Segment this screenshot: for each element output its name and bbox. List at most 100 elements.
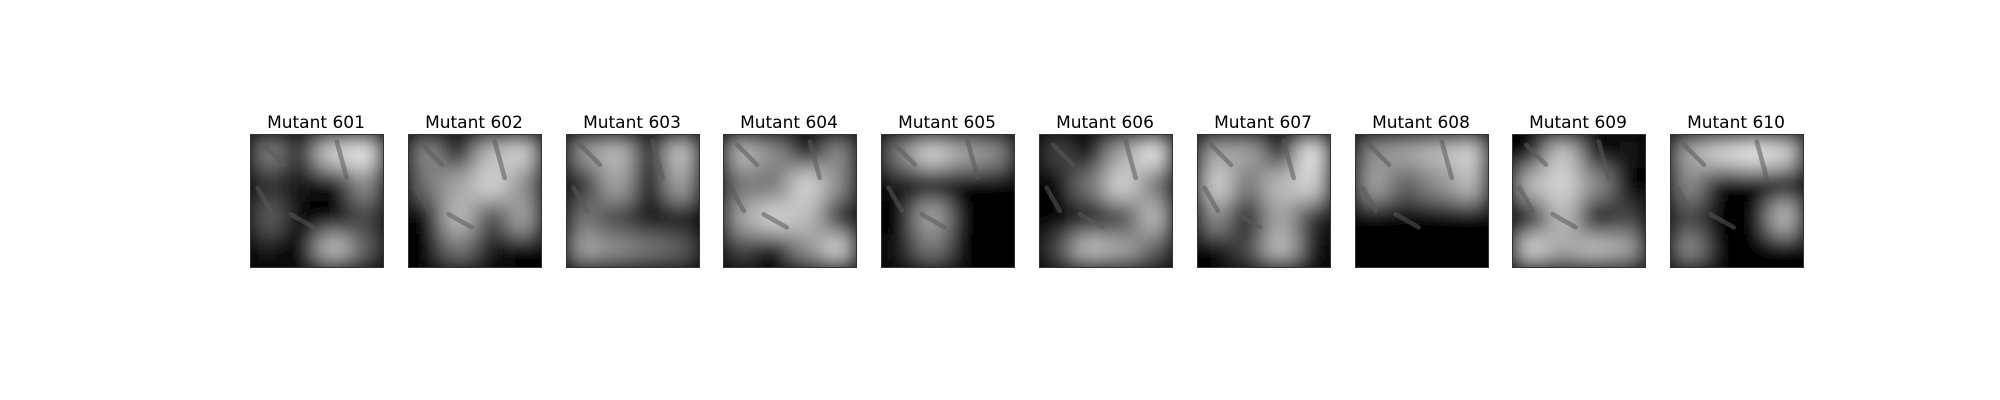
mutant-panel: Mutant 607 bbox=[1196, 112, 1331, 268]
intensity-tile bbox=[567, 234, 600, 267]
intensity-tile bbox=[1737, 234, 1770, 267]
panel-title: Mutant 601 bbox=[267, 113, 365, 133]
cell-streak bbox=[892, 142, 918, 168]
intensity-tile bbox=[1513, 135, 1546, 168]
panel-title: Mutant 603 bbox=[583, 113, 681, 133]
intensity-tile bbox=[1198, 168, 1231, 201]
mutant-image bbox=[1197, 134, 1331, 268]
intensity-tile bbox=[409, 234, 442, 267]
cell-streak bbox=[1044, 185, 1063, 214]
intensity-tile bbox=[567, 168, 600, 201]
intensity-tile bbox=[567, 135, 600, 168]
intensity-tile bbox=[1389, 168, 1422, 201]
intensity-tile bbox=[790, 234, 823, 267]
intensity-tile bbox=[284, 135, 317, 168]
intensity-tile bbox=[1040, 234, 1073, 267]
intensity-tile bbox=[823, 234, 856, 267]
intensity-tile bbox=[1264, 135, 1297, 168]
intensity-tile bbox=[1455, 135, 1488, 168]
mutant-panel: Mutant 603 bbox=[565, 112, 700, 268]
intensity-tile bbox=[1106, 234, 1139, 267]
intensity-tile bbox=[757, 135, 790, 168]
panel-title: Mutant 602 bbox=[425, 113, 523, 133]
intensity-tile bbox=[1455, 201, 1488, 234]
cell-streak bbox=[1439, 139, 1455, 181]
intensity-tile bbox=[724, 234, 757, 267]
intensity-tile bbox=[284, 168, 317, 201]
intensity-tile bbox=[790, 135, 823, 168]
cell-streak bbox=[1366, 142, 1392, 168]
intensity-tile bbox=[1737, 201, 1770, 234]
intensity-tile bbox=[1198, 135, 1231, 168]
intensity-tile bbox=[350, 201, 383, 234]
intensity-tile bbox=[882, 135, 915, 168]
intensity-tile bbox=[508, 234, 541, 267]
intensity-tile bbox=[600, 234, 633, 267]
intensity-tile bbox=[1073, 168, 1106, 201]
intensity-tile bbox=[666, 135, 699, 168]
cell-streak bbox=[1123, 139, 1139, 181]
intensity-tile bbox=[600, 135, 633, 168]
intensity-tile bbox=[882, 234, 915, 267]
cell-streak bbox=[261, 142, 287, 168]
intensity-tile bbox=[1671, 135, 1704, 168]
intensity-tile bbox=[1139, 135, 1172, 168]
mutant-panel: Mutant 606 bbox=[1038, 112, 1173, 268]
intensity-tile bbox=[600, 168, 633, 201]
intensity-tile bbox=[882, 168, 915, 201]
intensity-tile bbox=[1231, 168, 1264, 201]
intensity-tile bbox=[1770, 135, 1803, 168]
intensity-tile bbox=[442, 234, 475, 267]
intensity-tile bbox=[350, 135, 383, 168]
cell-streak bbox=[446, 211, 475, 230]
intensity-tile bbox=[1704, 135, 1737, 168]
intensity-tile bbox=[1106, 135, 1139, 168]
intensity-tile bbox=[1770, 168, 1803, 201]
intensity-tile bbox=[823, 135, 856, 168]
intensity-tile bbox=[1770, 234, 1803, 267]
mutant-image bbox=[1512, 134, 1646, 268]
cell-streak bbox=[761, 211, 790, 230]
intensity-tile bbox=[823, 201, 856, 234]
intensity-tile bbox=[251, 234, 284, 267]
intensity-tile bbox=[1579, 234, 1612, 267]
intensity-tile bbox=[724, 168, 757, 201]
cell-streak bbox=[1360, 185, 1379, 214]
intensity-tile bbox=[1671, 234, 1704, 267]
intensity-tile bbox=[981, 168, 1014, 201]
intensity-tile bbox=[1737, 135, 1770, 168]
panel-title: Mutant 605 bbox=[898, 113, 996, 133]
intensity-tile bbox=[757, 234, 790, 267]
intensity-tile bbox=[1040, 168, 1073, 201]
panel-title: Mutant 608 bbox=[1372, 113, 1470, 133]
panel-title: Mutant 609 bbox=[1529, 113, 1627, 133]
intensity-tile bbox=[1356, 168, 1389, 201]
cell-streak bbox=[650, 139, 666, 181]
intensity-tile bbox=[409, 135, 442, 168]
intensity-tile bbox=[981, 135, 1014, 168]
cell-streak bbox=[1077, 211, 1106, 230]
intensity-tile bbox=[1297, 234, 1330, 267]
intensity-tile bbox=[1513, 168, 1546, 201]
cell-streak bbox=[577, 142, 603, 168]
cell-streak bbox=[1202, 185, 1221, 214]
intensity-tile bbox=[915, 234, 948, 267]
cell-streak bbox=[886, 185, 905, 214]
intensity-tile bbox=[1546, 135, 1579, 168]
intensity-tile bbox=[1389, 135, 1422, 168]
cell-streak bbox=[1235, 211, 1264, 230]
mutant-panel: Mutant 601 bbox=[249, 112, 384, 268]
cell-streak bbox=[1550, 211, 1579, 230]
cell-streak bbox=[492, 139, 508, 181]
mutant-image bbox=[881, 134, 1015, 268]
intensity-tile bbox=[1389, 234, 1422, 267]
mutant-image bbox=[1039, 134, 1173, 268]
intensity-tile bbox=[475, 201, 508, 234]
intensity-tile bbox=[1612, 168, 1645, 201]
mutant-panel: Mutant 610 bbox=[1669, 112, 1804, 268]
intensity-tile bbox=[948, 234, 981, 267]
cell-streak bbox=[571, 185, 590, 214]
panel-title: Mutant 604 bbox=[740, 113, 838, 133]
intensity-tile bbox=[442, 135, 475, 168]
intensity-tile bbox=[350, 168, 383, 201]
